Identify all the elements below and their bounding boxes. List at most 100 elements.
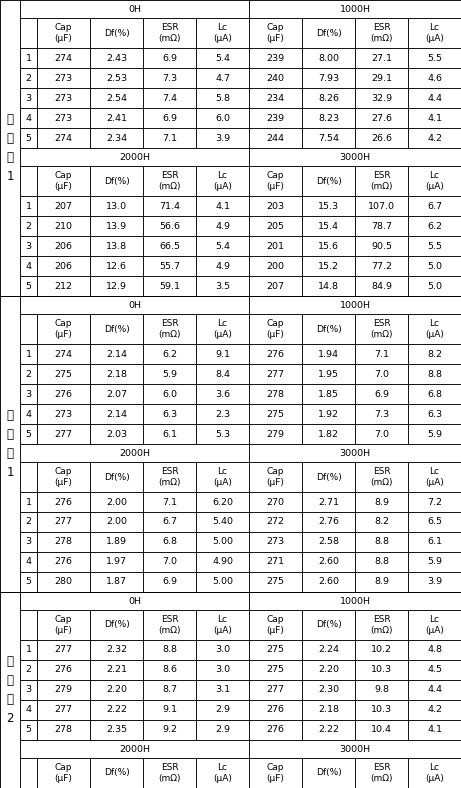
Bar: [249, 610, 302, 640]
Bar: [408, 404, 461, 424]
Bar: [355, 48, 408, 68]
Text: 205: 205: [266, 221, 284, 231]
Text: 206: 206: [54, 241, 72, 251]
Bar: [355, 256, 408, 276]
Text: 6.1: 6.1: [427, 537, 442, 547]
Text: 27.1: 27.1: [371, 54, 392, 62]
Bar: [90, 532, 143, 552]
Bar: [302, 276, 355, 296]
Bar: [249, 660, 302, 680]
Text: 273: 273: [54, 73, 72, 83]
Bar: [20, 720, 37, 740]
Bar: [196, 68, 249, 88]
Bar: [355, 532, 408, 552]
Text: 2.35: 2.35: [106, 726, 127, 734]
Bar: [302, 196, 355, 216]
Text: 1000H: 1000H: [339, 300, 371, 310]
Text: 5.9: 5.9: [427, 429, 442, 438]
Text: 6.8: 6.8: [162, 537, 177, 547]
Text: 15.4: 15.4: [318, 221, 339, 231]
Bar: [302, 660, 355, 680]
Text: Lc
(μA): Lc (μA): [213, 467, 232, 487]
Text: 3.1: 3.1: [215, 686, 230, 694]
Text: 2: 2: [25, 370, 31, 378]
Bar: [143, 384, 196, 404]
Bar: [249, 444, 461, 462]
Bar: [0, 0, 20, 296]
Bar: [37, 88, 90, 108]
Bar: [249, 492, 302, 512]
Text: 273: 273: [54, 410, 72, 418]
Bar: [196, 216, 249, 236]
Bar: [90, 216, 143, 236]
Bar: [20, 296, 249, 314]
Bar: [20, 552, 37, 572]
Text: 275: 275: [54, 370, 72, 378]
Text: 6.3: 6.3: [162, 410, 177, 418]
Text: 8.4: 8.4: [215, 370, 230, 378]
Text: 6.0: 6.0: [215, 113, 230, 122]
Text: ESR
(mΩ): ESR (mΩ): [370, 764, 393, 782]
Bar: [90, 572, 143, 592]
Bar: [20, 492, 37, 512]
Bar: [249, 148, 461, 166]
Bar: [143, 610, 196, 640]
Text: 272: 272: [266, 518, 284, 526]
Bar: [143, 700, 196, 720]
Bar: [408, 610, 461, 640]
Text: 1.97: 1.97: [106, 557, 127, 567]
Bar: [0, 592, 20, 788]
Text: 6.5: 6.5: [427, 518, 442, 526]
Bar: [302, 128, 355, 148]
Text: 240: 240: [266, 73, 284, 83]
Bar: [143, 166, 196, 196]
Bar: [408, 492, 461, 512]
Bar: [37, 720, 90, 740]
Bar: [37, 216, 90, 236]
Bar: [196, 384, 249, 404]
Bar: [355, 88, 408, 108]
Text: 3: 3: [25, 686, 31, 694]
Text: 2.34: 2.34: [106, 133, 127, 143]
Bar: [249, 236, 302, 256]
Bar: [249, 296, 461, 314]
Bar: [90, 364, 143, 384]
Text: 270: 270: [266, 497, 284, 507]
Text: Df(%): Df(%): [104, 325, 130, 333]
Text: Cap
(μF): Cap (μF): [54, 467, 72, 487]
Bar: [37, 492, 90, 512]
Bar: [90, 88, 143, 108]
Text: 78.7: 78.7: [371, 221, 392, 231]
Text: 4.1: 4.1: [427, 726, 442, 734]
Text: ESR
(mΩ): ESR (mΩ): [158, 615, 181, 634]
Text: 3.9: 3.9: [215, 133, 230, 143]
Bar: [249, 256, 302, 276]
Text: 2.22: 2.22: [106, 705, 127, 715]
Text: 13.8: 13.8: [106, 241, 127, 251]
Bar: [302, 404, 355, 424]
Text: 3: 3: [25, 241, 31, 251]
Text: Lc
(μA): Lc (μA): [213, 24, 232, 43]
Text: 12.9: 12.9: [106, 281, 127, 291]
Text: 2.9: 2.9: [215, 705, 230, 715]
Text: 1: 1: [25, 54, 31, 62]
Text: 5: 5: [25, 429, 31, 438]
Text: Cap
(μF): Cap (μF): [266, 24, 284, 43]
Bar: [143, 680, 196, 700]
Bar: [143, 236, 196, 256]
Bar: [143, 424, 196, 444]
Text: Df(%): Df(%): [104, 768, 130, 778]
Bar: [249, 48, 302, 68]
Bar: [408, 758, 461, 788]
Bar: [37, 108, 90, 128]
Text: 3: 3: [25, 537, 31, 547]
Text: 6.2: 6.2: [427, 221, 442, 231]
Text: 3000H: 3000H: [339, 448, 371, 458]
Bar: [249, 740, 461, 758]
Bar: [302, 424, 355, 444]
Text: 4.2: 4.2: [427, 705, 442, 715]
Text: 4: 4: [25, 113, 31, 122]
Text: 2: 2: [25, 73, 31, 83]
Text: 6.8: 6.8: [427, 389, 442, 399]
Text: 8.9: 8.9: [374, 497, 389, 507]
